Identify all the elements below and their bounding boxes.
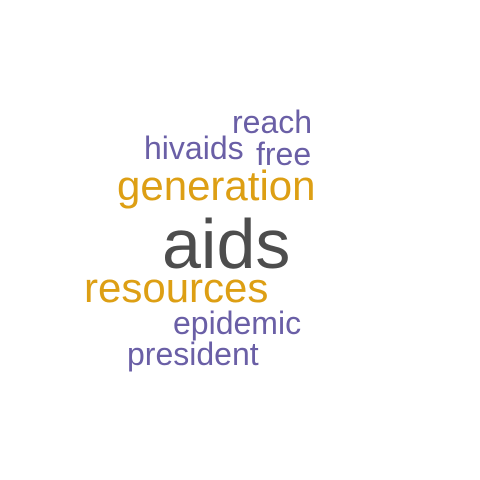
word-president: president <box>127 336 259 372</box>
word-generation: generation <box>117 162 316 209</box>
word-epidemic: epidemic <box>173 305 302 341</box>
word-resources: resources <box>84 264 269 311</box>
word-reach: reach <box>232 104 313 140</box>
word-hivaids: hivaids <box>144 130 244 166</box>
word-aids: aids <box>162 205 291 283</box>
word-free: free <box>256 136 312 172</box>
